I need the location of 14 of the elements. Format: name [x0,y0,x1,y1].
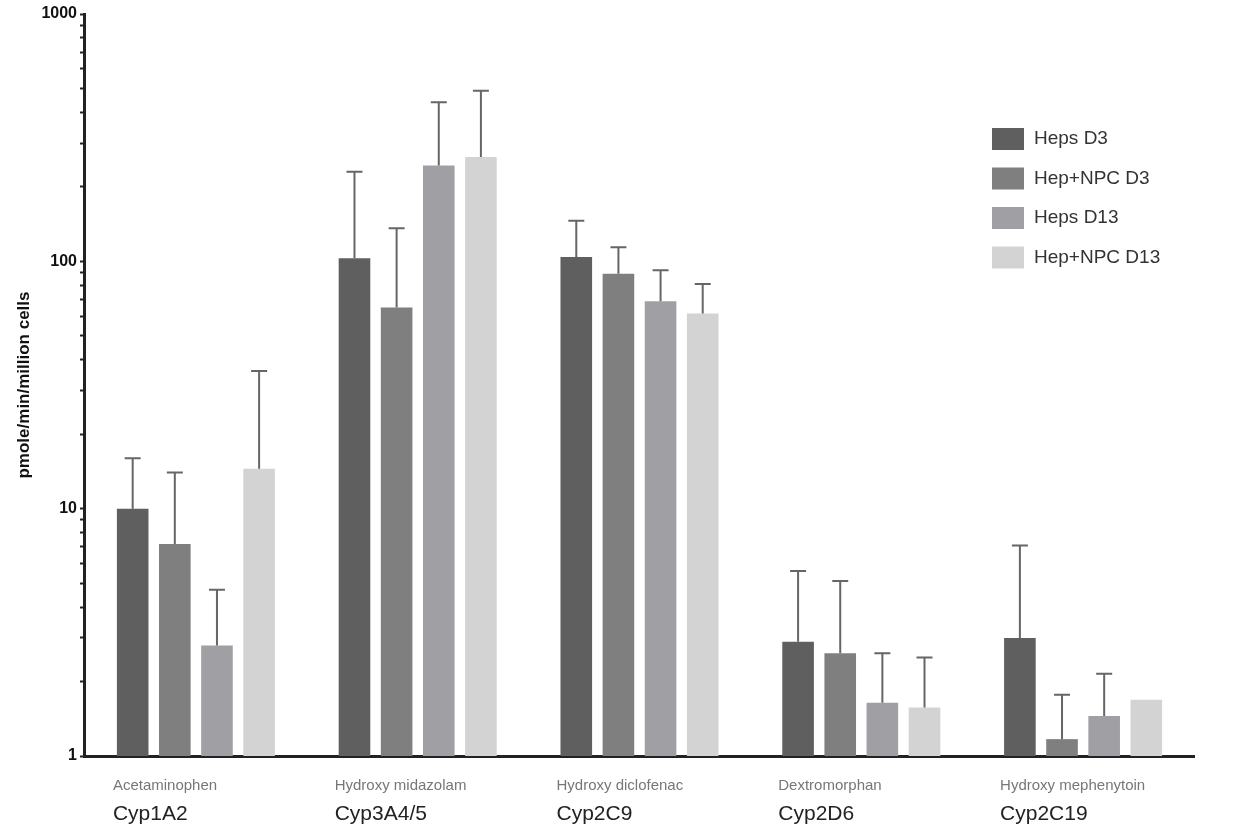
legend-label: Heps D13 [1034,206,1119,228]
legend-label: Heps D3 [1034,127,1108,149]
y-tick-label: 1 [68,746,78,764]
legend-label: Hep+NPC D13 [1034,245,1161,267]
x-tick-label: Hydroxy mephenytoin Cyp2C19 [1000,775,1146,825]
x-tick-label: Hydroxy midazolam Cyp3A4/5 [334,775,467,825]
x-tick-label: Hydroxy diclofenac Cyp2C9 [556,775,684,825]
y-tick-label: 100 [50,251,78,269]
y-tick-label: 10 [59,499,78,517]
y-tick-label: 1000 [41,4,78,22]
x-tick-label: Acetaminophen Cyp1A2 [112,775,218,825]
legend-label: Hep+NPC D3 [1034,166,1150,188]
y-axis-title: pmole/min/million cells [13,291,33,479]
x-tick-label: Dextromorphan Cyp2D6 [778,775,882,825]
